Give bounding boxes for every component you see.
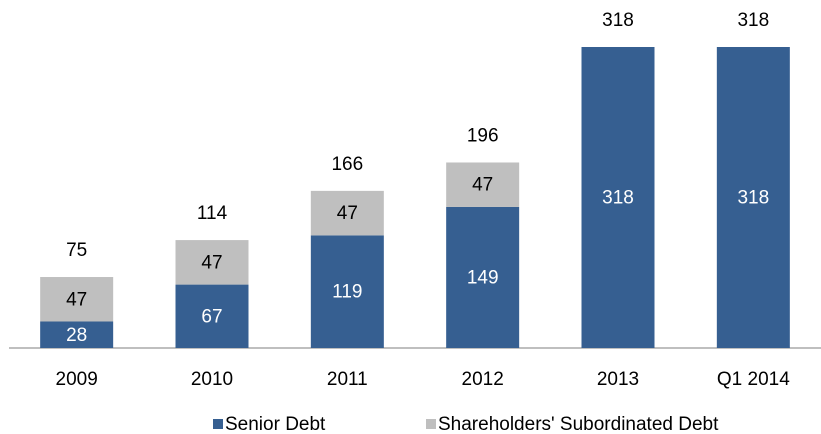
bar-segment: [716, 47, 790, 348]
total-label: 196: [467, 125, 499, 146]
total-label: 166: [331, 154, 363, 175]
total-label: 318: [737, 10, 769, 31]
bar-segment: [581, 47, 655, 348]
legend-label: Shareholders' Subordinated Debt: [438, 414, 719, 434]
segment-label: 28: [66, 325, 87, 346]
x-tick-label: 2012: [462, 369, 504, 390]
total-label: 114: [197, 203, 228, 224]
bar-segment: [40, 277, 114, 322]
bar-segment: [40, 321, 114, 348]
total-label: 75: [66, 240, 87, 261]
x-tick-label: 2011: [327, 369, 368, 390]
x-tick-label: 2010: [191, 369, 233, 390]
legend-label: Senior Debt: [225, 414, 326, 434]
segment-label: 318: [602, 188, 634, 209]
segment-label: 47: [66, 289, 87, 310]
bar-segment: [175, 240, 249, 285]
segment-label: 47: [201, 252, 222, 273]
bar-segment: [175, 284, 249, 348]
x-tick-label: Q1 2014: [717, 369, 790, 390]
bar-segment: [446, 206, 520, 348]
bar-segment: [310, 190, 384, 236]
segment-label: 318: [737, 188, 769, 209]
x-tick-label: 2013: [597, 369, 639, 390]
segment-label: 149: [467, 267, 499, 288]
total-label: 318: [602, 10, 634, 31]
segment-label: 47: [472, 175, 493, 196]
bar-segment: [310, 235, 384, 348]
segment-label: 47: [337, 203, 358, 224]
segment-label: 67: [201, 306, 222, 327]
x-tick-label: 2009: [56, 369, 98, 390]
legend-swatch: [213, 419, 223, 429]
legend-swatch: [426, 419, 436, 429]
segment-label: 119: [332, 282, 362, 303]
bar-segment: [446, 162, 520, 207]
